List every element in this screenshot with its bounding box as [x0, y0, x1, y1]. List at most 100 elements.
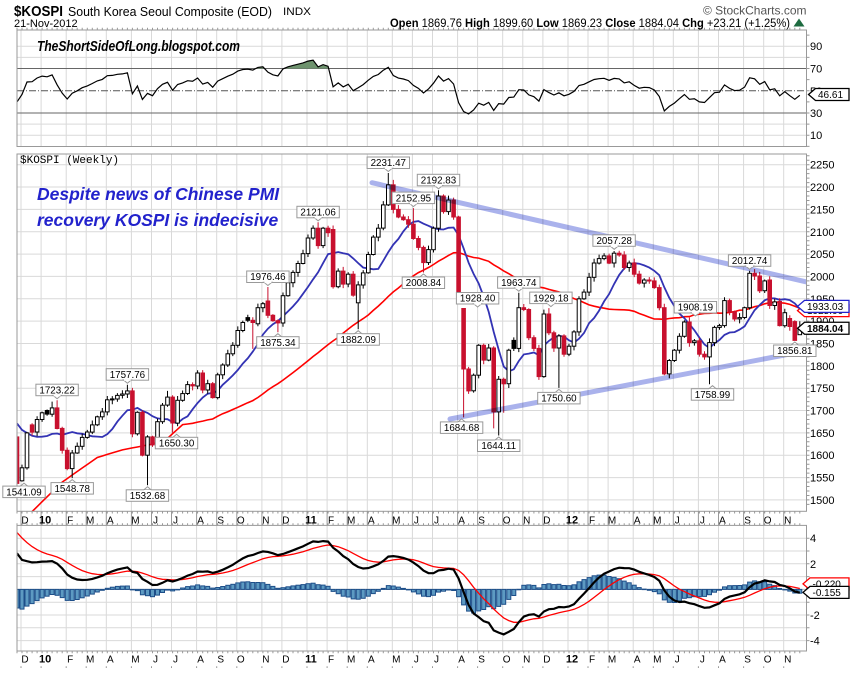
svg-text:J: J [173, 516, 178, 527]
svg-text:1700: 1700 [810, 406, 834, 418]
svg-text:F: F [67, 655, 73, 666]
svg-text:1757.76: 1757.76 [110, 370, 146, 381]
svg-text:J: J [675, 516, 680, 527]
svg-text:21-Nov-2012: 21-Nov-2012 [14, 18, 78, 30]
svg-text:D: D [21, 655, 28, 666]
svg-text:Open 1869.76 High 1899.60 Low: Open 1869.76 High 1899.60 Low 1869.23 Cl… [390, 18, 790, 30]
svg-text:M: M [392, 516, 400, 527]
svg-text:1800: 1800 [810, 361, 834, 373]
svg-text:N: N [523, 655, 530, 666]
svg-text:S: S [478, 655, 485, 666]
svg-text:N: N [262, 655, 269, 666]
svg-text:recovery KOSPI is indecisive: recovery KOSPI is indecisive [37, 210, 279, 230]
svg-text:M: M [347, 516, 355, 527]
svg-text:A: A [368, 516, 375, 527]
svg-text:10: 10 [39, 515, 51, 527]
svg-text:S: S [217, 655, 224, 666]
svg-text:2012.74: 2012.74 [732, 256, 768, 267]
svg-text:F: F [328, 516, 334, 527]
svg-text:2150: 2150 [810, 204, 834, 216]
svg-text:1856.81: 1856.81 [777, 346, 812, 357]
svg-text:M: M [653, 516, 661, 527]
svg-text:D: D [543, 655, 550, 666]
svg-text:A: A [634, 516, 641, 527]
svg-text:O: O [503, 655, 511, 666]
svg-text:M: M [653, 655, 661, 666]
svg-text:1684.68: 1684.68 [444, 423, 480, 434]
svg-text:J: J [434, 655, 439, 666]
svg-text:F: F [328, 655, 334, 666]
svg-text:A: A [107, 516, 114, 527]
svg-text:2152.95: 2152.95 [396, 193, 432, 204]
svg-text:1723.22: 1723.22 [39, 385, 74, 396]
svg-text:A: A [719, 516, 726, 527]
svg-text:O: O [503, 516, 511, 527]
svg-text:1875.34: 1875.34 [260, 338, 296, 349]
svg-text:2100: 2100 [810, 227, 834, 239]
svg-text:N: N [784, 516, 791, 527]
svg-text:1908.19: 1908.19 [678, 303, 713, 314]
svg-text:M: M [392, 655, 400, 666]
svg-text:S: S [744, 655, 751, 666]
svg-text:11: 11 [305, 515, 317, 527]
svg-text:1963.74: 1963.74 [501, 278, 537, 289]
svg-text:J: J [675, 655, 680, 666]
svg-text:2192.83: 2192.83 [421, 176, 457, 187]
svg-text:1929.18: 1929.18 [533, 293, 569, 304]
svg-text:N: N [262, 516, 269, 527]
svg-text:O: O [237, 655, 245, 666]
svg-text:A: A [458, 516, 465, 527]
svg-text:1550: 1550 [810, 473, 834, 485]
svg-text:2050: 2050 [810, 249, 834, 261]
svg-text:M: M [131, 516, 139, 527]
svg-text:-2: -2 [810, 610, 820, 622]
svg-text:M: M [608, 516, 616, 527]
svg-text:12: 12 [566, 654, 578, 666]
svg-text:F: F [67, 516, 73, 527]
svg-text:S: S [744, 516, 751, 527]
svg-text:J: J [434, 516, 439, 527]
svg-text:Despite news of Chinese PMI: Despite news of Chinese PMI [37, 184, 280, 204]
svg-text:2250: 2250 [810, 160, 834, 172]
svg-text:D: D [543, 516, 550, 527]
svg-text:F: F [589, 655, 595, 666]
svg-text:A: A [197, 516, 204, 527]
svg-text:1882.09: 1882.09 [340, 335, 375, 346]
svg-text:2008.84: 2008.84 [406, 278, 442, 289]
svg-text:J: J [700, 516, 705, 527]
svg-text:D: D [282, 516, 289, 527]
svg-text:12: 12 [566, 515, 578, 527]
svg-text:South Korea Seoul Composite (E: South Korea Seoul Composite (EOD) [68, 5, 272, 19]
svg-text:-0.155: -0.155 [813, 588, 842, 599]
svg-text:90: 90 [810, 41, 822, 53]
svg-text:M: M [86, 516, 94, 527]
svg-text:S: S [217, 516, 224, 527]
svg-text:M: M [131, 655, 139, 666]
svg-text:J: J [153, 655, 158, 666]
svg-text:11: 11 [305, 654, 317, 666]
svg-text:2: 2 [810, 559, 816, 571]
svg-text:1541.09: 1541.09 [6, 487, 41, 498]
svg-text:M: M [608, 655, 616, 666]
svg-text:$KOSPI: $KOSPI [14, 3, 63, 20]
svg-text:2231.47: 2231.47 [371, 158, 406, 169]
svg-text:-4: -4 [810, 636, 820, 648]
svg-text:O: O [764, 516, 772, 527]
svg-text:N: N [784, 655, 791, 666]
svg-text:-0.220: -0.220 [813, 580, 842, 591]
svg-text:4: 4 [810, 533, 816, 545]
svg-text:O: O [764, 655, 772, 666]
svg-text:1750.60: 1750.60 [541, 394, 577, 405]
svg-text:46.61: 46.61 [818, 90, 843, 101]
svg-text:1548.78: 1548.78 [54, 484, 90, 495]
svg-text:J: J [414, 516, 419, 527]
svg-text:J: J [414, 655, 419, 666]
svg-text:2057.28: 2057.28 [596, 236, 632, 247]
svg-text:J: J [153, 516, 158, 527]
svg-text:A: A [458, 655, 465, 666]
svg-text:1933.03: 1933.03 [807, 302, 844, 313]
svg-text:1500: 1500 [810, 495, 834, 507]
svg-text:F: F [589, 516, 595, 527]
svg-text:M: M [347, 655, 355, 666]
svg-text:1650: 1650 [810, 428, 834, 440]
